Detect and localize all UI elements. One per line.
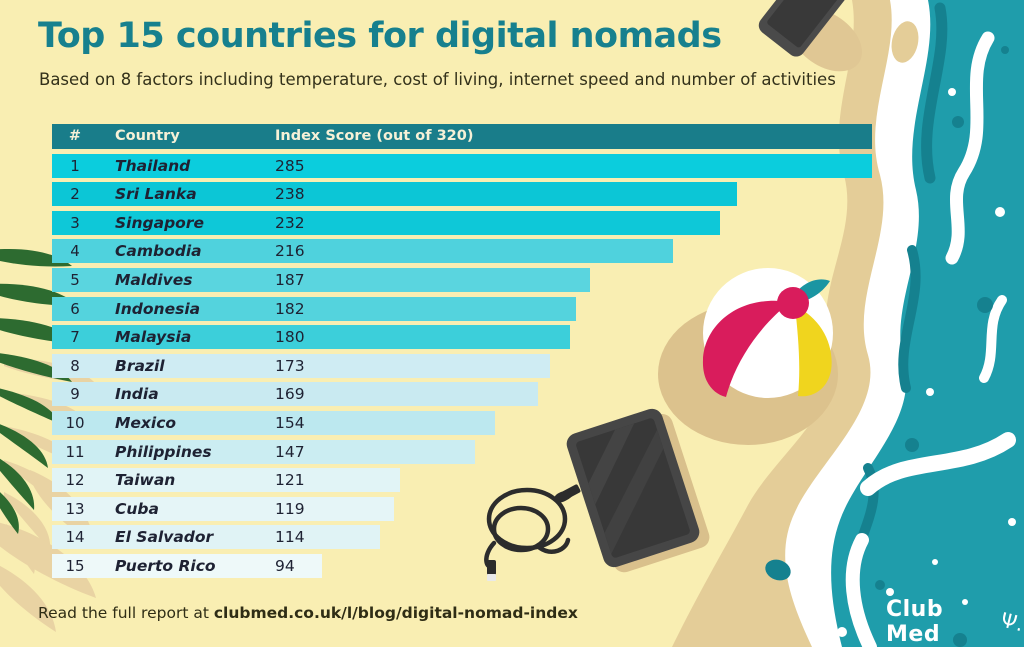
row-bar xyxy=(52,439,475,464)
footer-report-url: clubmed.co.uk/l/blog/digital-nomad-index xyxy=(213,604,578,622)
table-row: 12 Taiwan 121 xyxy=(52,468,872,493)
row-rank: 14 xyxy=(65,528,85,547)
row-bar xyxy=(52,296,576,321)
row-score: 121 xyxy=(275,471,305,490)
row-score: 180 xyxy=(275,328,305,347)
row-rank: 10 xyxy=(65,413,85,432)
row-country: Taiwan xyxy=(115,471,176,490)
row-score: 182 xyxy=(275,299,305,318)
row-score: 187 xyxy=(275,270,305,289)
row-score: 216 xyxy=(275,242,305,261)
row-rank: 3 xyxy=(70,213,80,232)
table-row: 15 Puerto Rico 94 xyxy=(52,553,872,578)
table-row: 2 Sri Lanka 238 xyxy=(52,182,872,207)
row-bar xyxy=(52,267,591,292)
row-bar xyxy=(52,468,401,493)
page-title: Top 15 countries for digital nomads xyxy=(38,16,722,56)
row-country: Philippines xyxy=(115,442,212,461)
score-column-header: Index Score (out of 320) xyxy=(275,128,474,144)
table-row: 11 Philippines 147 xyxy=(52,439,872,464)
row-rank: 1 xyxy=(70,156,80,175)
table-row: 13 Cuba 119 xyxy=(52,496,872,521)
row-score: 232 xyxy=(275,213,305,232)
row-country: Sri Lanka xyxy=(115,185,197,204)
row-rank: 13 xyxy=(65,499,85,518)
row-score: 154 xyxy=(275,413,305,432)
row-bar xyxy=(52,553,323,578)
table-rows: 1 Thailand 285 2 Sri Lanka 238 3 Singapo… xyxy=(52,153,872,578)
table-row: 1 Thailand 285 xyxy=(52,153,872,178)
row-country: India xyxy=(115,385,159,404)
table-row: 7 Malaysia 180 xyxy=(52,325,872,350)
table-row: 5 Maldives 187 xyxy=(52,267,872,292)
table-row: 9 India 169 xyxy=(52,382,872,407)
row-score: 114 xyxy=(275,528,305,547)
clubmed-logo: Club Med Ψ. xyxy=(886,597,1024,647)
row-bar xyxy=(52,153,872,178)
row-country: Maldives xyxy=(115,270,193,289)
row-score: 119 xyxy=(275,499,305,518)
country-column-header: Country xyxy=(115,128,180,144)
ocean-white-dots xyxy=(837,88,1016,637)
row-rank: 5 xyxy=(70,270,80,289)
tablet-art xyxy=(566,408,710,573)
row-bar xyxy=(52,496,395,521)
row-country: Brazil xyxy=(115,356,165,375)
row-score: 173 xyxy=(275,356,305,375)
ocean-foam-swirls xyxy=(845,31,1016,647)
row-score: 94 xyxy=(275,556,295,575)
row-bar xyxy=(52,239,674,264)
row-country: El Salvador xyxy=(115,528,214,547)
row-country: Cuba xyxy=(115,499,159,518)
foam-sand-islands xyxy=(701,21,919,638)
table-row: 6 Indonesia 182 xyxy=(52,296,872,321)
row-bar xyxy=(52,325,570,350)
footer-prefix: Read the full report at xyxy=(38,604,214,622)
row-rank: 6 xyxy=(70,299,80,318)
row-rank: 2 xyxy=(70,185,80,204)
table-row: 10 Mexico 154 xyxy=(52,410,872,435)
row-country: Singapore xyxy=(115,213,204,232)
phone-art xyxy=(758,0,863,72)
row-country: Mexico xyxy=(115,413,177,432)
row-country: Thailand xyxy=(115,156,191,175)
row-rank: 11 xyxy=(65,442,85,461)
row-bar xyxy=(52,410,496,435)
row-bar xyxy=(52,210,720,235)
table-header-row: # Country Index Score (out of 320) xyxy=(52,124,872,149)
row-bar xyxy=(52,525,380,550)
row-country: Puerto Rico xyxy=(115,556,216,575)
row-bar xyxy=(52,382,539,407)
page-subtitle: Based on 8 factors including temperature… xyxy=(39,70,836,89)
row-score: 169 xyxy=(275,385,305,404)
ocean-dark-dots xyxy=(765,46,1009,647)
table-row: 14 El Salvador 114 xyxy=(52,525,872,550)
beach-ball-art xyxy=(658,268,838,445)
row-score: 238 xyxy=(275,185,305,204)
table-row: 4 Cambodia 216 xyxy=(52,239,872,264)
row-rank: 15 xyxy=(65,556,85,575)
table-row: 3 Singapore 232 xyxy=(52,210,872,235)
country-ranking-table: # Country Index Score (out of 320) 1 Tha… xyxy=(52,124,872,578)
footer-note: Read the full report at clubmed.co.uk/l/… xyxy=(38,604,578,622)
row-rank: 12 xyxy=(65,471,85,490)
clubmed-logo-text: Club Med xyxy=(886,597,944,647)
row-country: Indonesia xyxy=(115,299,201,318)
table-row: 8 Brazil 173 xyxy=(52,353,872,378)
trident-icon: Ψ. xyxy=(998,607,1024,637)
rank-column-header: # xyxy=(68,128,82,144)
row-score: 285 xyxy=(275,156,305,175)
row-bar xyxy=(52,182,737,207)
row-bar xyxy=(52,353,550,378)
row-rank: 7 xyxy=(70,328,80,347)
row-country: Cambodia xyxy=(115,242,202,261)
row-country: Malaysia xyxy=(115,328,192,347)
row-rank: 8 xyxy=(70,356,80,375)
row-rank: 4 xyxy=(70,242,80,261)
row-score: 147 xyxy=(275,442,305,461)
row-rank: 9 xyxy=(70,385,80,404)
cable-connectors xyxy=(487,484,581,581)
